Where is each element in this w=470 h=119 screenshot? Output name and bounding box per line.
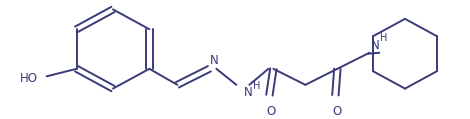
Text: HO: HO xyxy=(20,72,38,85)
Text: H: H xyxy=(380,33,388,43)
Text: O: O xyxy=(267,105,276,118)
Text: N: N xyxy=(211,54,219,67)
Text: O: O xyxy=(333,105,342,118)
Text: N: N xyxy=(244,86,253,99)
Text: N: N xyxy=(371,39,380,52)
Text: H: H xyxy=(253,81,261,91)
